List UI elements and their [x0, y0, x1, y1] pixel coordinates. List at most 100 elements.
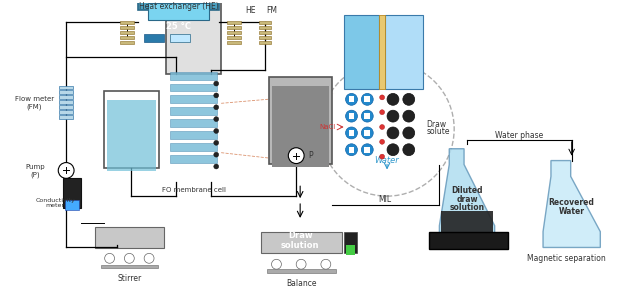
Text: (P): (P)	[31, 171, 41, 178]
Bar	[59, 86, 73, 89]
Circle shape	[387, 144, 399, 156]
Bar	[166, 0, 221, 74]
Bar	[344, 16, 379, 89]
Bar	[227, 26, 241, 29]
Circle shape	[214, 140, 218, 145]
Text: Water: Water	[558, 208, 585, 216]
Bar	[364, 147, 370, 153]
Bar	[227, 41, 241, 44]
Circle shape	[361, 127, 373, 139]
Circle shape	[361, 144, 373, 156]
Text: solution: solution	[110, 208, 152, 216]
Text: (FM): (FM)	[27, 103, 42, 109]
Circle shape	[403, 110, 415, 122]
Bar	[107, 100, 156, 171]
Text: Balance: Balance	[286, 278, 316, 288]
Text: Diluted: Diluted	[451, 186, 483, 195]
Circle shape	[214, 164, 218, 169]
Bar	[63, 178, 81, 208]
Text: Draw: Draw	[427, 120, 447, 129]
Bar	[349, 147, 354, 153]
Bar	[144, 34, 164, 42]
Circle shape	[321, 259, 331, 269]
Circle shape	[346, 110, 358, 122]
Text: Draw: Draw	[288, 231, 313, 240]
Text: draw: draw	[456, 195, 478, 204]
Circle shape	[379, 125, 384, 129]
Circle shape	[387, 93, 399, 105]
Circle shape	[379, 154, 384, 159]
Bar	[227, 21, 241, 24]
Bar	[344, 232, 358, 253]
Circle shape	[214, 129, 218, 133]
Bar	[259, 41, 271, 44]
Bar	[271, 86, 329, 167]
Bar	[429, 232, 507, 249]
Text: Heat exchanger (HE): Heat exchanger (HE)	[139, 2, 218, 11]
Text: Recovered: Recovered	[548, 198, 595, 207]
Bar	[227, 31, 241, 34]
Bar	[170, 155, 217, 163]
Text: Water: Water	[374, 156, 399, 165]
Circle shape	[214, 93, 218, 98]
Bar	[349, 113, 354, 119]
Bar	[346, 245, 356, 255]
Bar	[170, 131, 217, 139]
Bar	[379, 16, 385, 89]
Text: 25 °C: 25 °C	[166, 22, 191, 31]
Circle shape	[144, 253, 154, 263]
Bar	[259, 26, 271, 29]
Bar	[139, 0, 219, 10]
Polygon shape	[441, 211, 493, 242]
Text: solution: solution	[281, 241, 319, 250]
Text: HE: HE	[245, 6, 255, 15]
Bar	[385, 16, 422, 89]
Circle shape	[58, 163, 74, 178]
Bar	[268, 77, 332, 164]
Text: Pump: Pump	[26, 164, 46, 170]
Text: FM: FM	[266, 6, 278, 15]
Bar	[120, 21, 134, 24]
Text: meter: meter	[46, 204, 65, 208]
Text: solute: solute	[427, 127, 450, 136]
Text: Water phase: Water phase	[495, 131, 544, 141]
Circle shape	[361, 93, 373, 105]
Bar	[259, 31, 271, 34]
Bar	[59, 105, 73, 109]
Bar	[227, 36, 241, 39]
Circle shape	[403, 144, 415, 156]
Circle shape	[214, 152, 218, 157]
Circle shape	[379, 110, 384, 115]
Bar	[59, 100, 73, 104]
Bar	[364, 96, 370, 102]
Text: solution: solution	[449, 204, 485, 213]
Circle shape	[296, 259, 306, 269]
Text: Stirrer: Stirrer	[117, 274, 142, 283]
Bar	[261, 232, 341, 253]
Bar	[104, 91, 159, 168]
Circle shape	[124, 253, 134, 263]
Circle shape	[387, 110, 399, 122]
Circle shape	[403, 127, 415, 139]
Circle shape	[379, 139, 384, 144]
Text: TFC FO: TFC FO	[374, 73, 401, 82]
Bar	[266, 269, 336, 273]
Circle shape	[346, 93, 358, 105]
Text: P: P	[308, 151, 313, 160]
Text: Magnetic separation: Magnetic separation	[527, 254, 606, 263]
Text: Feed: Feed	[119, 198, 144, 207]
Circle shape	[346, 127, 358, 139]
Bar	[364, 113, 370, 119]
Bar	[259, 36, 271, 39]
Bar	[59, 95, 73, 99]
Bar	[170, 95, 217, 103]
Text: FO membrane cell: FO membrane cell	[162, 187, 225, 193]
Bar	[349, 130, 354, 136]
Bar	[349, 96, 354, 102]
Bar	[120, 31, 134, 34]
Bar	[170, 83, 217, 91]
Bar	[59, 115, 73, 119]
Circle shape	[320, 62, 454, 196]
Bar	[170, 34, 190, 42]
Circle shape	[214, 81, 218, 86]
